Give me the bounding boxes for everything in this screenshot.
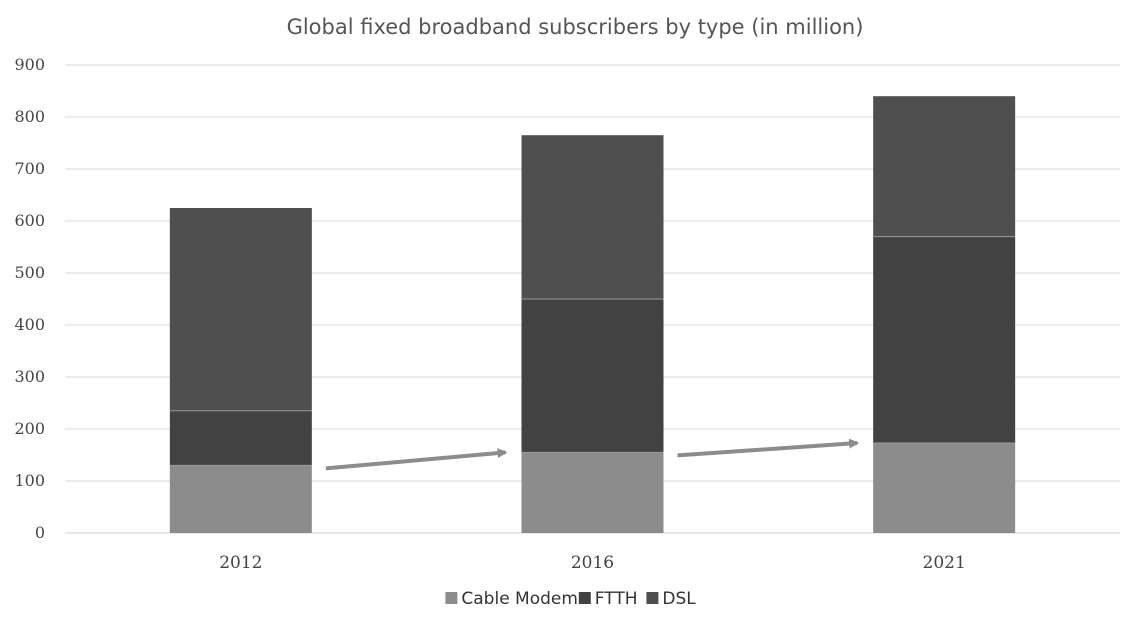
trend-arrow: [325, 448, 508, 471]
legend-label: FTTH: [595, 589, 638, 609]
y-tick-label: 400: [14, 315, 45, 334]
bar-segment: [521, 299, 664, 453]
legend-swatch: [646, 592, 659, 604]
y-tick-label: 300: [14, 367, 45, 386]
y-tick-label: 700: [14, 159, 45, 178]
bar-segment: [873, 236, 1016, 444]
trend-arrow: [677, 438, 860, 458]
y-axis-ticks: 0 100 200 300 400 500 600 700 800 900: [14, 55, 45, 542]
y-tick-label: 900: [14, 55, 45, 74]
y-tick-label: 600: [14, 211, 45, 230]
y-tick-label: 200: [14, 419, 45, 438]
y-tick-label: 100: [14, 471, 45, 490]
legend: Cable Modem FTTH DSL: [445, 589, 696, 609]
x-tick-label: 2016: [571, 553, 614, 573]
y-tick-label: 500: [14, 263, 45, 282]
x-tick-label: 2012: [219, 553, 262, 573]
bars: [169, 96, 1016, 533]
bar-segment: [873, 96, 1016, 237]
legend-swatch: [578, 592, 591, 604]
bar-segment: [169, 465, 312, 533]
legend-label: DSL: [662, 589, 696, 609]
legend-swatch: [445, 592, 458, 604]
x-tick-label: 2021: [923, 553, 966, 573]
bar-segment: [169, 410, 312, 466]
annotation-arrows: [325, 438, 860, 471]
bar-segment: [873, 443, 1016, 533]
y-tick-label: 800: [14, 107, 45, 126]
bar-segment: [521, 135, 664, 299]
y-tick-label: 0: [35, 523, 45, 542]
x-axis-ticks: 2012 2016 2021: [219, 553, 966, 573]
bar-segment: [169, 208, 312, 411]
bar-segment: [521, 452, 664, 533]
legend-label: Cable Modem: [461, 589, 578, 609]
chart-title: Global fixed broadband subscribers by ty…: [287, 15, 864, 39]
